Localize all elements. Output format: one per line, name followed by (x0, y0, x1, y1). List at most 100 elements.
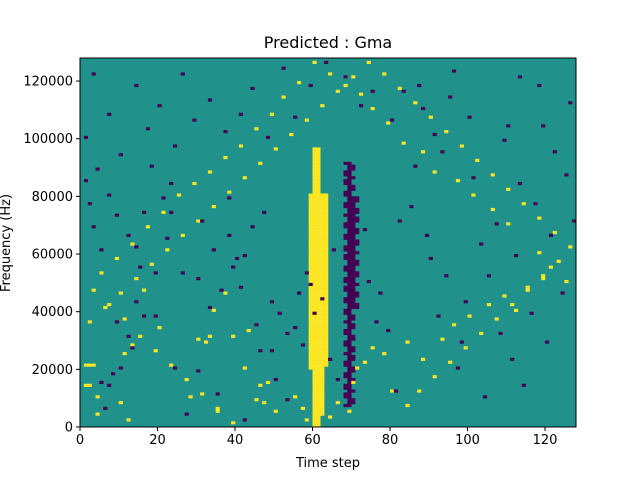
heatmap-cell-high (320, 199, 325, 203)
heatmap-cell-high (308, 265, 313, 269)
heatmap-cell-high (161, 210, 166, 214)
heatmap-cell-high (269, 112, 275, 116)
heatmap-cell-low (351, 317, 356, 321)
heatmap-cell-high (316, 305, 321, 310)
heatmap-cell-high (320, 242, 325, 246)
heatmap-cell-high (312, 254, 317, 258)
heatmap-cell-high (324, 248, 329, 252)
heatmap-cell-high (312, 187, 317, 191)
heatmap-cell-high (312, 262, 317, 266)
heatmap-cell-low (351, 401, 356, 405)
heatmap-cell-high (552, 230, 557, 235)
heatmap-cell-high (320, 294, 325, 298)
heatmap-cell-low (107, 383, 112, 387)
heatmap-cell-high (320, 288, 325, 292)
heatmap-cell-low (355, 242, 360, 246)
heatmap-cell-high (312, 202, 317, 206)
heatmap-cell-high (320, 193, 325, 197)
heatmap-cell-high (324, 294, 329, 298)
heatmap-cell-low (242, 418, 247, 422)
heatmap-cell-high (320, 340, 325, 344)
heatmap-cell-high (312, 297, 317, 301)
heatmap-cell-low (87, 202, 92, 206)
heatmap-cell-high (324, 213, 329, 217)
heatmap-cell-high (308, 308, 313, 312)
heatmap-cell-high (366, 60, 371, 65)
heatmap-cell-high (320, 366, 325, 370)
heatmap-cell-high (312, 161, 317, 165)
heatmap-cell-high (459, 144, 464, 148)
heatmap-cell-high (320, 265, 325, 269)
heatmap-cell-low (347, 207, 352, 212)
heatmap-cell-low (347, 271, 352, 275)
heatmap-cell-high (525, 285, 530, 289)
heatmap-cell-low (169, 181, 174, 186)
heatmap-cell-high (266, 380, 271, 385)
heatmap-cell-high (320, 277, 325, 281)
heatmap-cell-low (351, 334, 356, 338)
heatmap-cell-high (308, 285, 313, 289)
heatmap-cell-low (343, 236, 348, 240)
heatmap-cell-high (312, 156, 317, 160)
heatmap-cell-high (87, 383, 92, 387)
heatmap-cell-low (355, 274, 360, 278)
heatmap-cell-high (308, 277, 313, 281)
heatmap-cell-high (343, 83, 348, 88)
heatmap-cell-low (366, 279, 371, 284)
heatmap-cell-low (347, 268, 352, 272)
heatmap-cell-high (320, 323, 325, 327)
heatmap-cell-low (347, 377, 352, 382)
heatmap-cell-low (343, 202, 348, 206)
heatmap-cell-high (312, 352, 317, 356)
heatmap-cell-high (192, 181, 197, 186)
heatmap-cell-low (223, 130, 228, 134)
heatmap-cell-low (347, 248, 352, 252)
heatmap-cell-high (308, 219, 313, 223)
heatmap-cell-high (316, 323, 321, 327)
heatmap-cell-low (347, 334, 352, 338)
heatmap-cell-high (320, 357, 325, 361)
heatmap-cell-low (343, 297, 348, 301)
heatmap-cell-low (169, 210, 174, 214)
heatmap-cell-high (316, 328, 321, 333)
heatmap-cell-high (316, 236, 321, 240)
heatmap-cell-high (289, 132, 294, 137)
heatmap-cell-low (347, 179, 352, 183)
heatmap-cell-high (316, 179, 321, 183)
heatmap-cell-high (316, 158, 321, 163)
heatmap-cell-low (285, 331, 290, 335)
heatmap-cell-high (95, 395, 100, 399)
heatmap-cell-high (153, 349, 158, 353)
heatmap-cell-low (347, 311, 352, 315)
heatmap-cell-high (99, 271, 104, 275)
heatmap-cell-high (316, 277, 321, 281)
heatmap-cell-low (347, 346, 352, 350)
heatmap-cell-high (316, 190, 321, 194)
heatmap-cell-high (308, 236, 313, 240)
heatmap-cell-high (382, 72, 387, 76)
heatmap-cell-low (347, 173, 352, 177)
heatmap-cell-high (312, 239, 317, 243)
heatmap-cell-low (126, 334, 131, 338)
heatmap-cell-high (149, 262, 154, 266)
heatmap-cell-high (312, 305, 317, 310)
heatmap-cell-low (227, 196, 232, 200)
heatmap-cell-high (308, 314, 313, 318)
heatmap-cell-high (320, 389, 325, 393)
heatmap-cell-low (347, 328, 352, 333)
heatmap-cell-low (413, 164, 418, 168)
heatmap-cell-low (351, 277, 356, 281)
heatmap-cell-high (122, 352, 127, 356)
heatmap-cell-high (312, 213, 317, 217)
heatmap-cell-high (312, 328, 317, 333)
heatmap-cell-high (312, 331, 317, 335)
heatmap-cell-high (316, 421, 321, 425)
heatmap-cell-high (308, 343, 313, 347)
heatmap-cell-low (386, 328, 391, 333)
heatmap-cell-low (351, 256, 356, 261)
heatmap-cell-high (312, 360, 317, 364)
heatmap-cell-low (355, 230, 360, 235)
heatmap-cell-high (316, 311, 321, 315)
heatmap-cell-high (320, 375, 325, 379)
heatmap-cell-high (463, 346, 468, 350)
